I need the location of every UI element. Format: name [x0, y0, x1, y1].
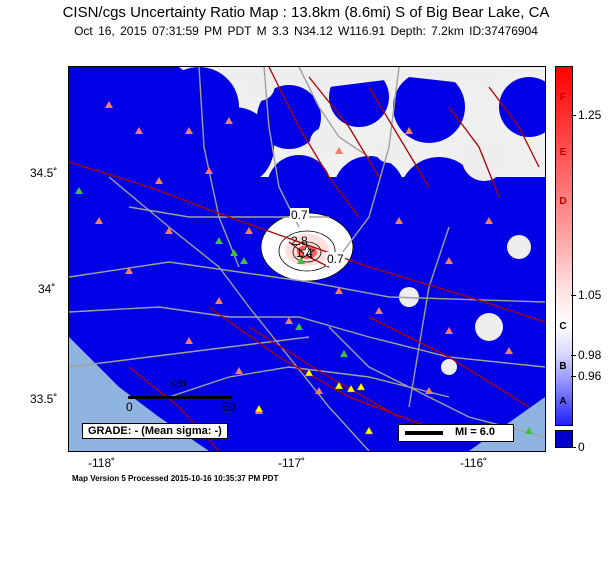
- lon-label: -117˚: [278, 456, 306, 470]
- colorbar-value: 0.98: [578, 348, 602, 362]
- map-title: CISN/cgs Uncertainty Ratio Map : 13.8km …: [62, 4, 550, 21]
- scale-unit: km: [170, 376, 186, 390]
- epicenter-star: [298, 243, 316, 259]
- colorbar-letter: F: [559, 92, 567, 103]
- colorbar-base: [555, 430, 573, 448]
- contour-label: 1.4: [296, 246, 313, 260]
- colorbar-value: 0: [578, 440, 585, 454]
- event-subtitle: Oct 16, 2015 07:31:59 PM PDT M 3.3 N34.1…: [74, 24, 538, 38]
- contour-label: 2.8: [291, 234, 308, 248]
- colorbar-letter: A: [559, 396, 567, 407]
- contour-label: 0.7: [290, 208, 309, 222]
- lon-label: -118˚: [88, 456, 116, 470]
- stations-green: [75, 187, 533, 434]
- lat-label: 33.5˚: [30, 392, 58, 406]
- lat-label: 34.5˚: [30, 166, 58, 180]
- scale-end: 50: [222, 400, 236, 414]
- ocean: [69, 337, 209, 451]
- colorbar-letter: E: [559, 147, 567, 158]
- stations-red: [95, 101, 513, 414]
- lon-label: -116˚: [460, 456, 488, 470]
- stations-yellow: [254, 368, 374, 435]
- contour-label: 0.7: [326, 252, 345, 266]
- uncertainty-colorbar: [555, 66, 573, 426]
- colorbar-value: 1.25: [578, 108, 602, 122]
- version-footer: Map Version 5 Processed 2015-10-16 10:35…: [72, 474, 279, 483]
- colorbar-letter: B: [559, 361, 567, 372]
- colorbar-value: 1.05: [578, 288, 602, 302]
- mi-bar: [405, 431, 443, 435]
- mi-label: MI = 6.0: [455, 426, 496, 438]
- map-canvas: [69, 67, 545, 451]
- grade-box: GRADE: - (Mean sigma: -): [82, 423, 228, 439]
- scale-bar: km 0 50: [126, 376, 238, 420]
- mi-legend: MI = 6.0: [398, 424, 514, 442]
- map-panel[interactable]: [68, 66, 546, 452]
- scale-start: 0: [126, 400, 133, 414]
- lat-label: 34˚: [38, 282, 56, 296]
- colorbar-letter: D: [559, 196, 567, 207]
- colorbar-value: 0.96: [578, 369, 602, 383]
- colorbar-letter: C: [559, 321, 567, 332]
- scale-line: [128, 396, 232, 399]
